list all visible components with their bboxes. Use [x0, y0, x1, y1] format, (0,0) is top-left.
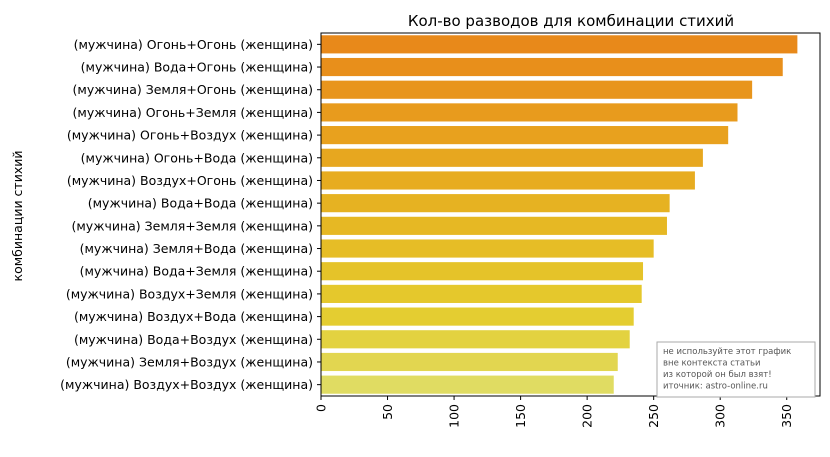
- x-tick-label: 350: [779, 404, 794, 428]
- bar: [321, 57, 783, 77]
- annotation-line: иточник: astro-online.ru: [663, 382, 768, 392]
- bar: [321, 375, 614, 394]
- annotation-line: не используйте этот график: [663, 347, 791, 357]
- x-tick-labels: 0 50 100 150 200 250 300 350: [314, 396, 794, 428]
- bar: [321, 284, 642, 303]
- category-label: (мужчина) Вода+Воздух (женщина): [74, 332, 313, 347]
- category-label: (мужчина) Земля+Воздух (женщина): [66, 354, 313, 369]
- x-tick-label: 100: [447, 404, 462, 428]
- category-label: (мужчина) Воздух+Вода (женщина): [74, 309, 313, 324]
- annotation-line: вне контекста статьи: [663, 359, 761, 369]
- category-label: (мужчина) Вода+Огонь (женщина): [81, 60, 313, 75]
- bar: [321, 307, 634, 326]
- x-tick-label: 300: [713, 404, 728, 428]
- category-label: (мужчина) Земля+Огонь (женщина): [73, 82, 313, 97]
- bar: [321, 216, 667, 235]
- category-label: (мужчина) Земля+Вода (женщина): [80, 241, 313, 256]
- category-label: (мужчина) Воздух+Огонь (женщина): [67, 173, 313, 188]
- x-tick-label: 150: [513, 404, 528, 428]
- category-label: (мужчина) Огонь+Вода (женщина): [81, 150, 313, 165]
- bar: [321, 171, 695, 190]
- x-tick-label: 200: [580, 404, 595, 428]
- category-label: (мужчина) Земля+Земля (женщина): [72, 218, 314, 233]
- bar: [321, 126, 729, 145]
- plot-frame: [320, 32, 821, 397]
- chart-title: Кол-во разводов для комбинации стихий: [408, 12, 734, 30]
- x-tick-label: 0: [314, 404, 329, 412]
- category-label: (мужчина) Воздух+Земля (женщина): [66, 286, 313, 301]
- bar: [321, 330, 630, 349]
- annotation-line: из которой он был взят!: [663, 370, 772, 380]
- category-label: (мужчина) Огонь+Воздух (женщина): [67, 128, 313, 143]
- category-label: (мужчина) Огонь+Огонь (женщина): [74, 37, 313, 52]
- bar: [321, 262, 644, 281]
- annotation-box: не используйте этот график вне контекста…: [656, 341, 816, 398]
- bar: [321, 103, 738, 122]
- bar: [321, 148, 703, 167]
- category-label: (мужчина) Огонь+Земля (женщина): [73, 105, 313, 120]
- bar: [321, 80, 753, 99]
- x-tick-label: 50: [380, 404, 395, 420]
- y-axis-label: комбинации стихий: [10, 151, 25, 282]
- bar: [321, 239, 654, 258]
- bar: [321, 35, 798, 54]
- bars-group: [321, 35, 798, 394]
- category-label: (мужчина) Воздух+Воздух (женщина): [60, 377, 313, 392]
- category-label: (мужчина) Вода+Земля (женщина): [80, 264, 313, 279]
- x-tick-label: 250: [646, 404, 661, 428]
- category-label: (мужчина) Вода+Вода (женщина): [88, 196, 313, 211]
- bar: [321, 352, 618, 372]
- category-labels: (мужчина) Огонь+Огонь (женщина) (мужчина)…: [60, 37, 321, 392]
- bar: [321, 194, 670, 213]
